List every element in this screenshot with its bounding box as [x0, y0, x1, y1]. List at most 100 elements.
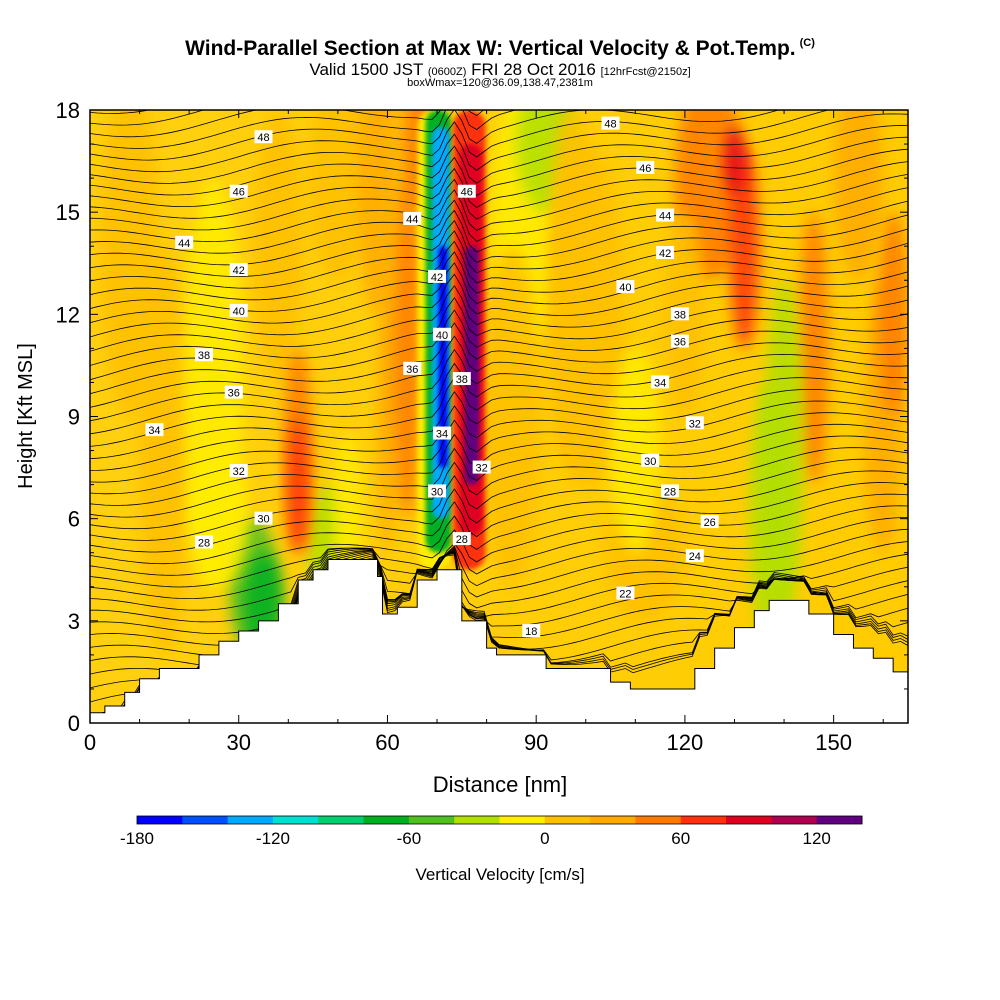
isentrope-label-bg [670, 307, 689, 321]
isentrope-label: 34 [432, 426, 451, 441]
colorbar-swatch [227, 816, 274, 824]
velocity-patch [189, 450, 249, 587]
isentrope-label-bg [601, 116, 620, 130]
isentrope-line [90, 113, 908, 184]
isentrope-label-bg [432, 327, 451, 341]
isentrope-label: 48 [601, 116, 620, 131]
isentrope-label-bg [229, 463, 248, 477]
isentrope-label-bg [428, 484, 447, 498]
colorbar-tick-label: -60 [397, 829, 422, 848]
isentrope-line [90, 541, 908, 611]
isentrope-label: 24 [685, 549, 704, 563]
isentrope-line [90, 110, 152, 114]
velocity-patch [724, 127, 745, 196]
colorbar-swatch [318, 816, 365, 824]
isentrope-label-bg [651, 375, 670, 389]
y-tick-label: 15 [56, 200, 80, 225]
isentrope-line [90, 528, 908, 600]
y-tick-label: 0 [68, 711, 80, 736]
isentrope-label-bg [641, 453, 660, 467]
isentrope-label-bg [616, 586, 635, 600]
isentrope-label-bg [229, 184, 248, 198]
isentrope-label-bg [175, 235, 194, 249]
isentrope-label-bg [254, 511, 273, 525]
isentrope-line [90, 309, 908, 381]
velocity-patch [288, 416, 309, 553]
isentrope-label: 44 [656, 208, 675, 223]
isentrope-line [90, 110, 830, 173]
velocity-patch [833, 110, 884, 281]
isentrope-label-text: 18 [525, 626, 537, 638]
isentrope-line [90, 285, 908, 352]
isentrope-label-text: 36 [228, 388, 240, 400]
colorbar-swatch [726, 816, 772, 824]
isentrope-line [90, 362, 908, 435]
isentrope-label-text: 36 [406, 364, 418, 376]
isentrope-line [90, 110, 485, 138]
isentrope-label-bg [522, 624, 541, 638]
isentrope-label: 44 [403, 211, 422, 226]
isentrope-label: 22 [616, 586, 635, 601]
isentrope-label: 42 [229, 263, 248, 277]
isentrope-label: 32 [685, 416, 704, 430]
velocity-patch [392, 178, 423, 519]
isentrope-line [90, 136, 908, 207]
isentrope-label: 40 [432, 327, 451, 342]
isentrope-line [90, 493, 908, 565]
isentrope-line [90, 548, 908, 623]
x-tick-label: 120 [667, 730, 704, 755]
colorbar-swatch [182, 816, 229, 824]
valid-time: Valid 1500 JST [309, 60, 424, 79]
velocity-patch [798, 212, 829, 485]
isentrope-label-text: 32 [476, 463, 488, 475]
isentrope-label-bg [452, 532, 471, 546]
y-tick-label: 18 [56, 98, 80, 123]
isentrope-line [90, 482, 908, 553]
isentrope-line [90, 251, 908, 312]
velocity-patch [481, 246, 542, 587]
isentrope-label-text: 28 [664, 486, 676, 498]
isentrope-label-text: 30 [644, 456, 656, 468]
isentrope-label-bg [428, 269, 447, 283]
isentrope-label-bg [656, 246, 675, 260]
isentrope-label: 36 [224, 385, 243, 400]
velocity-patch [253, 110, 304, 383]
isentrope-line [90, 335, 908, 408]
isentrope-label: 32 [472, 460, 491, 475]
velocity-patch [377, 280, 398, 553]
colorbar-swatch [499, 816, 546, 824]
isentrope-line [90, 505, 908, 576]
isentrope-label-bg [254, 130, 273, 144]
isentrope-line [90, 412, 908, 483]
isentrope-label-bg [700, 515, 719, 529]
colorbar-swatch [544, 816, 591, 824]
isentrope-label-text: 30 [257, 514, 269, 526]
isentrope-label-bg [685, 416, 704, 430]
isentrope-label: 30 [254, 511, 273, 526]
isentrope-label-text: 22 [619, 589, 631, 601]
isentrope-label-text: 48 [257, 132, 269, 144]
valid-utc: (0600Z) [427, 66, 467, 78]
y-tick-label: 9 [68, 405, 80, 430]
isentrope-label-bg [472, 460, 491, 474]
isentrope-label-text: 46 [461, 187, 473, 199]
isentrope-label-bg [229, 303, 248, 317]
colorbar-swatch [635, 816, 682, 824]
velocity-patch [556, 280, 616, 485]
isentrope-label-text: 44 [659, 211, 671, 223]
isentrope-label-text: 42 [233, 265, 245, 277]
isentrope-label-text: 28 [198, 538, 210, 550]
isentrope-line [90, 110, 780, 161]
x-tick-label: 0 [84, 730, 96, 755]
y-axis-label: Height [Kft MSL] [15, 343, 37, 489]
isentrope-line [90, 297, 908, 366]
isentrope-label-bg [229, 263, 248, 277]
colorbar-swatch [137, 816, 183, 824]
isentrope-line [90, 389, 908, 460]
isentrope-line [90, 400, 908, 471]
isentrope-labels: 48 46 44 42 40 38 36 34 32 30 28 44 46 42 40 38 36 34 32 30… [145, 116, 719, 638]
y-tick-label: 6 [68, 507, 80, 532]
isentrope-line [90, 549, 908, 634]
isentrope-line [90, 435, 908, 506]
